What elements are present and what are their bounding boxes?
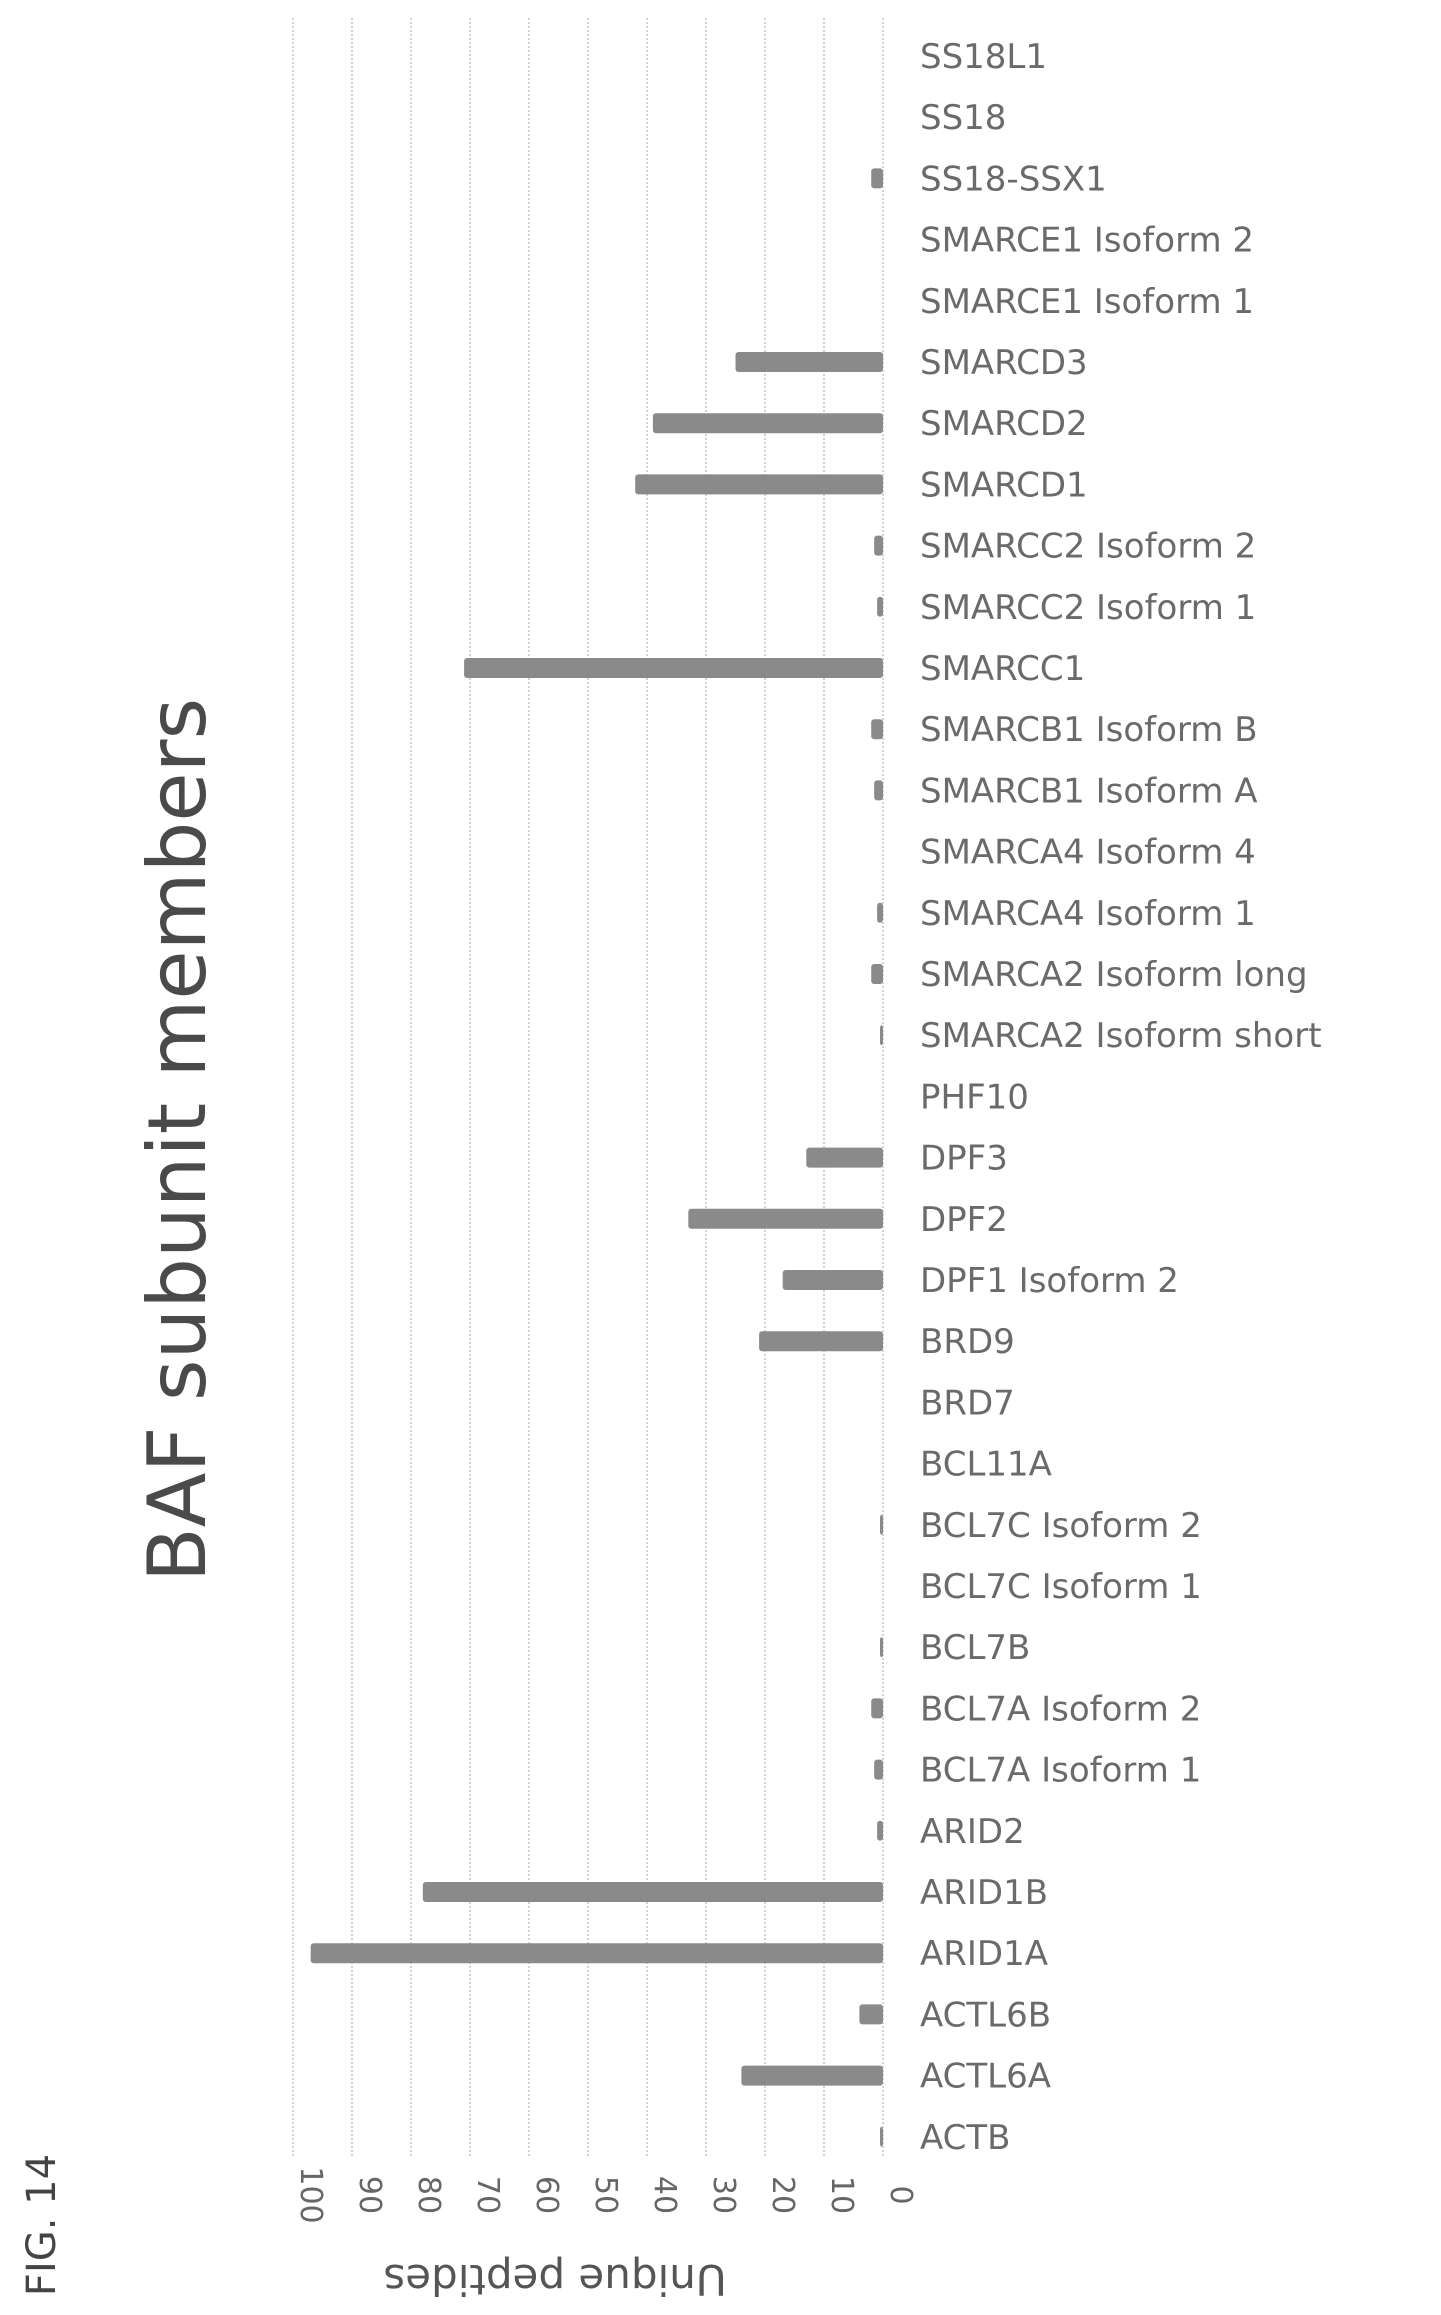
bar [782,1270,883,1290]
category-label: SMARCA4 Isoform 1 [920,894,1256,934]
category-label: SS18-SSX1 [920,159,1107,199]
x-axis-label: Unique peptides [383,2255,726,2304]
x-tick-label: 40 [647,2176,682,2214]
category-labels: ACTB ACTL6A ACTL6B ARID1A ARID1B ARID2 BCL7A I… [920,37,1322,2158]
bar [877,1820,883,1841]
category-label: SMARCD2 [920,404,1088,444]
category-label: DPF3 [920,1139,1008,1179]
bar [871,719,883,740]
bar [874,1759,883,1780]
category-label: SS18 [920,98,1006,138]
category-label: BCL7A Isoform 2 [920,1689,1201,1729]
category-label: BCL7C Isoform 1 [920,1567,1202,1607]
bar [859,2004,883,2025]
category-label: BRD9 [920,1322,1015,1362]
category-label: SS18L1 [920,37,1047,77]
bar [735,352,883,372]
x-tick-label: 90 [352,2176,387,2214]
x-tick-label: 30 [706,2176,741,2214]
bar [635,474,883,495]
bar [688,1208,883,1229]
category-label: ACTL6B [920,1995,1051,2035]
category-label: SMARCB1 Isoform B [920,710,1258,750]
x-tick-label: 10 [824,2176,859,2214]
x-axis-ticks: 0 10 20 30 40 50 60 70 80 90 100 [293,2166,918,2223]
bar [880,2126,883,2147]
bar [422,1882,883,1902]
bar [871,1698,883,1719]
gridlines [292,18,884,2158]
category-label: PHF10 [920,1077,1029,1117]
x-tick-label: 70 [470,2176,505,2214]
bar [880,1025,883,1046]
bar [741,2065,883,2086]
category-label: BCL7A Isoform 1 [920,1751,1201,1791]
category-label: SMARCC1 [920,649,1085,689]
chart-title: BAF subunit members [131,698,224,1582]
category-label: SMARCC2 Isoform 2 [920,527,1256,567]
category-label: SMARCD3 [920,343,1088,383]
category-label: BCL7C Isoform 2 [920,1506,1202,1546]
category-label: ACTL6A [920,2057,1051,2097]
x-tick-label: 80 [411,2176,446,2214]
category-label: DPF2 [920,1200,1008,1240]
category-label: SMARCA2 Isoform long [920,955,1308,995]
category-label: ARID2 [920,1812,1025,1852]
x-tick-label: 100 [293,2166,328,2223]
bar [652,413,883,434]
category-label: ACTB [920,2118,1011,2158]
bar [874,535,883,556]
category-label: BCL7B [920,1628,1030,1668]
bar [759,1331,883,1352]
x-tick-label: 50 [588,2176,623,2214]
category-label: SMARCA2 Isoform short [920,1016,1322,1056]
category-label: BRD7 [920,1383,1015,1423]
category-label: SMARCD1 [920,465,1088,505]
x-tick-label: 20 [765,2176,800,2214]
bar [880,1514,883,1535]
bar [877,902,883,923]
category-label: SMARCE1 Isoform 1 [920,282,1254,322]
category-label: SMARCC2 Isoform 1 [920,588,1256,628]
figure-label: FIG. 14 [19,2154,65,2296]
bar [874,780,883,801]
bar [877,596,883,617]
bar [871,168,883,189]
x-tick-label: 0 [883,2185,918,2204]
category-label: DPF1 Isoform 2 [920,1261,1179,1301]
bar [806,1147,883,1168]
category-label: SMARCE1 Isoform 2 [920,221,1254,261]
category-label: ARID1B [920,1873,1048,1913]
category-label: SMARCA4 Isoform 4 [920,833,1256,873]
x-tick-label: 60 [529,2176,564,2214]
bar [880,1637,883,1658]
category-label: ARID1A [920,1934,1048,1974]
bars [310,168,883,2147]
bar [310,1943,883,1964]
bar [871,964,883,984]
bar [464,658,883,678]
category-label: BCL11A [920,1445,1052,1485]
category-label: SMARCB1 Isoform A [920,771,1258,811]
